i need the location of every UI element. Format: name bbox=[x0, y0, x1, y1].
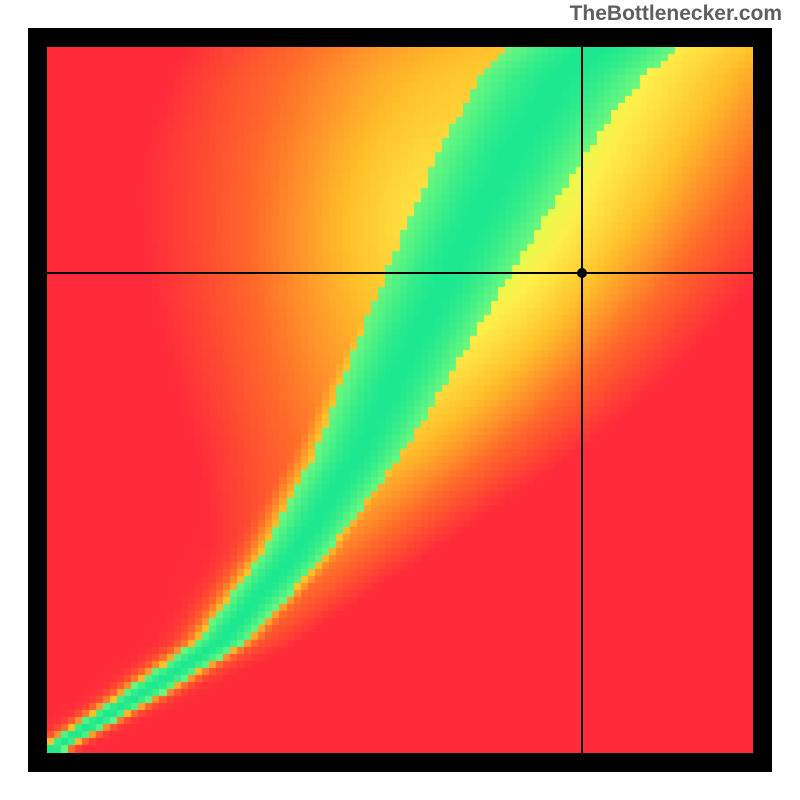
crosshair-vertical bbox=[581, 47, 583, 753]
crosshair-horizontal bbox=[47, 272, 753, 274]
heatmap-canvas bbox=[47, 47, 753, 753]
plot-area bbox=[47, 47, 753, 753]
crosshair-marker bbox=[577, 268, 587, 278]
plot-frame bbox=[28, 28, 772, 772]
chart-container: TheBottlenecker.com bbox=[0, 0, 800, 800]
watermark-text: TheBottlenecker.com bbox=[570, 2, 782, 26]
